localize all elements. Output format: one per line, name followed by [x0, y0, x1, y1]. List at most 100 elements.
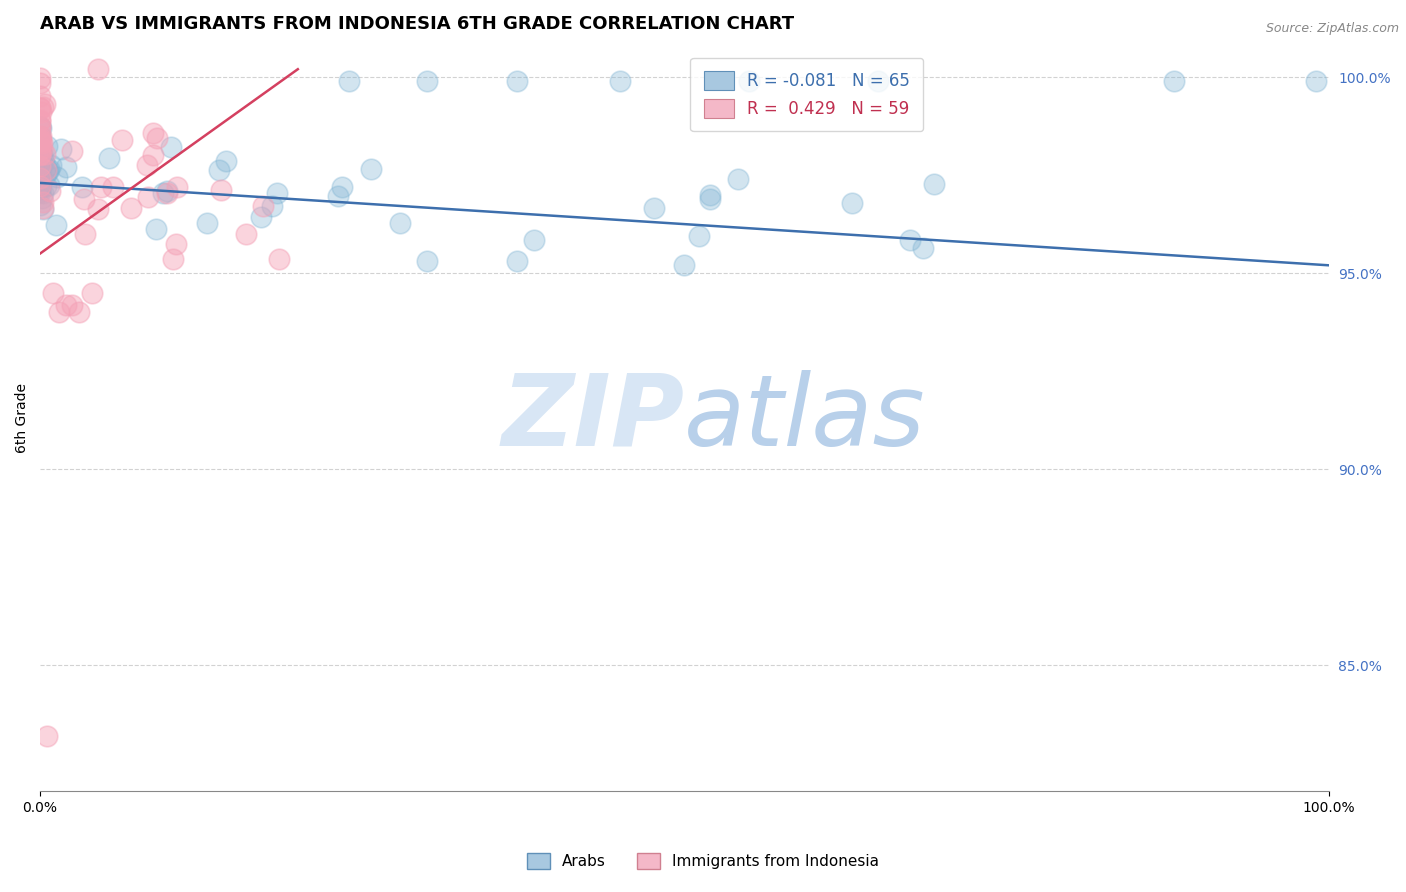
Point — [48, 305, 70, 319]
Point — [269, 252, 291, 266]
Point — [35, 160, 58, 174]
Point — [30, 128, 52, 143]
Point — [145, 222, 167, 236]
Point — [146, 131, 169, 145]
Point — [32, 186, 55, 200]
Point — [30, 114, 52, 128]
Point — [60, 297, 83, 311]
Point — [841, 195, 863, 210]
Point — [35, 168, 58, 182]
Point — [162, 252, 184, 266]
Point — [31, 136, 53, 150]
Point — [30, 131, 52, 145]
Point — [30, 176, 52, 190]
Text: Source: ZipAtlas.com: Source: ZipAtlas.com — [1265, 22, 1399, 36]
Point — [51, 142, 73, 156]
Point — [31, 191, 53, 205]
Point — [30, 134, 52, 148]
Point — [506, 254, 529, 268]
Point — [900, 233, 922, 247]
Point — [72, 179, 94, 194]
Point — [262, 199, 284, 213]
Point — [30, 159, 52, 173]
Point — [699, 193, 721, 207]
Point — [609, 74, 631, 88]
Point — [360, 161, 382, 176]
Text: atlas: atlas — [685, 370, 927, 467]
Legend: Arabs, Immigrants from Indonesia: Arabs, Immigrants from Indonesia — [522, 847, 884, 875]
Point — [31, 142, 53, 156]
Point — [87, 62, 110, 77]
Point — [55, 161, 77, 175]
Point — [90, 180, 112, 194]
Point — [35, 729, 58, 743]
Point — [30, 134, 52, 148]
Point — [136, 158, 159, 172]
Point — [80, 285, 103, 300]
Point — [30, 113, 52, 128]
Point — [30, 178, 52, 193]
Point — [42, 285, 65, 300]
Y-axis label: 6th Grade: 6th Grade — [15, 384, 30, 453]
Point — [30, 105, 52, 120]
Point — [30, 148, 52, 162]
Point — [32, 154, 55, 169]
Point — [30, 129, 52, 144]
Point — [266, 186, 288, 201]
Point — [30, 119, 52, 133]
Point — [30, 171, 52, 186]
Point — [30, 180, 52, 194]
Point — [30, 128, 52, 143]
Point — [688, 229, 710, 244]
Point — [415, 254, 437, 268]
Point — [643, 201, 665, 215]
Point — [160, 139, 183, 153]
Point — [30, 88, 52, 103]
Point — [30, 76, 52, 90]
Point — [30, 164, 52, 178]
Point — [506, 74, 529, 88]
Point — [330, 179, 353, 194]
Point — [73, 192, 96, 206]
Point — [155, 185, 177, 199]
Point — [111, 133, 134, 147]
Point — [38, 162, 60, 177]
Point — [156, 186, 179, 201]
Point — [326, 189, 349, 203]
Point — [211, 183, 233, 197]
Point — [97, 151, 120, 165]
Point — [738, 74, 761, 88]
Point — [35, 139, 58, 153]
Point — [30, 120, 52, 135]
Point — [32, 202, 55, 216]
Point — [31, 146, 53, 161]
Point — [30, 101, 52, 115]
Point — [415, 74, 437, 88]
Point — [31, 195, 53, 210]
Point — [252, 199, 274, 213]
Point — [46, 170, 69, 185]
Point — [152, 186, 174, 201]
Point — [523, 233, 546, 247]
Point — [30, 101, 52, 115]
Point — [30, 163, 52, 178]
Point — [38, 178, 60, 192]
Point — [35, 163, 58, 178]
Point — [45, 219, 67, 233]
Point — [30, 71, 52, 86]
Point — [34, 96, 56, 111]
Point — [208, 163, 231, 178]
Point — [30, 185, 52, 199]
Point — [35, 178, 58, 193]
Point — [195, 216, 218, 230]
Point — [60, 145, 83, 159]
Point — [912, 241, 935, 255]
Point — [922, 178, 945, 192]
Point — [32, 201, 55, 215]
Point — [1163, 74, 1185, 88]
Point — [165, 237, 187, 252]
Point — [699, 187, 721, 202]
Point — [673, 258, 696, 272]
Point — [30, 197, 52, 211]
Point — [235, 227, 257, 241]
